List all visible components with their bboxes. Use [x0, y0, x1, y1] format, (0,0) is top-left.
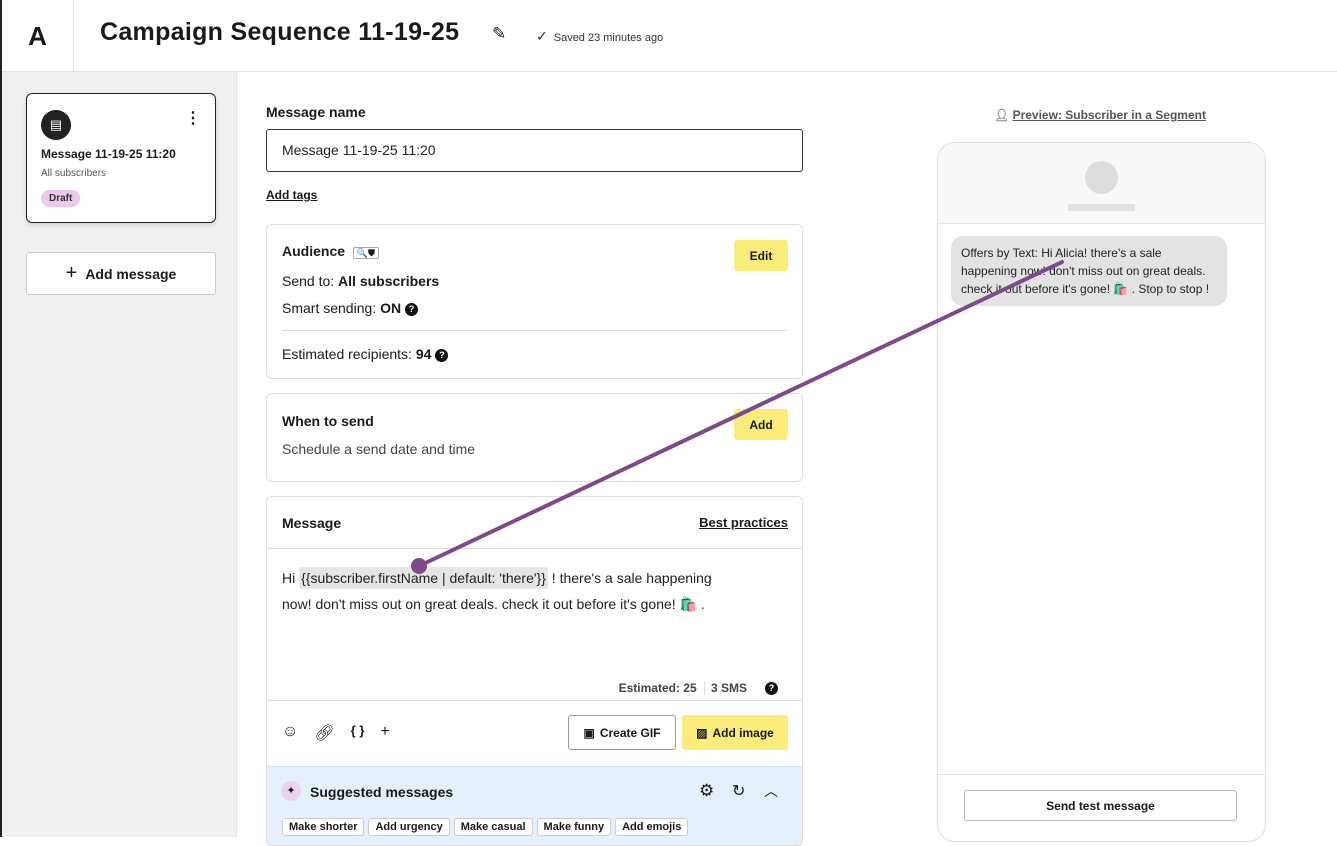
suggested-title: Suggested messages — [310, 784, 454, 800]
chat-icon: ▤ — [41, 110, 71, 140]
card-subtitle: All subscribers — [41, 168, 107, 179]
send-to-label: Send to: — [282, 273, 335, 289]
message-panel: Message Best practices Hi {{subscriber.f… — [266, 496, 803, 846]
preview-link[interactable]: 👤︎ Preview: Subscriber in a Segment — [994, 108, 1206, 122]
contact-avatar-icon — [1085, 161, 1118, 194]
chip-add-urgency[interactable]: Add urgency — [368, 818, 450, 836]
divider — [267, 548, 802, 549]
refresh-icon[interactable]: ↻ — [732, 783, 746, 800]
when-subtitle: Schedule a send date and time — [282, 441, 476, 457]
status-badge: Draft — [41, 190, 81, 207]
sidebar: ▤ ⋮ Message 11-19-25 11:20 All subscribe… — [0, 72, 237, 837]
phone-preview: Offers by Text: Hi Alicia! there's a sal… — [937, 142, 1266, 842]
create-gif-label: Create GIF — [599, 725, 661, 740]
plus-icon: + — [65, 262, 78, 284]
person-icon: 👤︎ — [994, 108, 1010, 122]
suggestion-chips: Make shorter Add urgency Make casual Make f… — [282, 817, 692, 836]
audience-title: Audience — [282, 243, 346, 259]
chip-make-funny[interactable]: Make funny — [536, 818, 612, 836]
smart-sending-value: ON — [380, 300, 402, 316]
plus-icon[interactable]: + — [380, 723, 390, 740]
phone-header — [938, 143, 1265, 224]
send-to: Send to: All subscribers — [282, 273, 439, 289]
top-bar: A Campaign Sequence 11-19-25 ✎ ✓ Saved 23… — [0, 0, 1337, 72]
create-gif-button[interactable]: ▣ Create GIF — [568, 715, 676, 750]
divider — [282, 330, 787, 331]
editor-toolbar: ☺ 🔗︎ { } + — [282, 723, 390, 743]
check-icon: ✓ — [536, 28, 548, 44]
message-title: Message — [282, 515, 342, 531]
audience-panel: Audience 🔍⛊ Edit Send to: All subscriber… — [266, 224, 803, 379]
gear-icon[interactable]: ⚙ — [699, 781, 715, 800]
card-title: Message 11-19-25 11:20 — [41, 147, 176, 161]
when-to-send-panel: When to send Schedule a send date and ti… — [266, 393, 803, 482]
preview-link-label: Preview: Subscriber in a Segment — [1012, 108, 1206, 122]
message-estimate: Estimated: 25 3 SMS? — [618, 681, 778, 696]
estimated-recipients: Estimated recipients: 94 ? — [282, 346, 449, 362]
add-message-label: Add message — [85, 265, 177, 282]
link-icon[interactable]: 🔗︎ — [314, 725, 335, 742]
send-test-button[interactable]: Send test message — [964, 790, 1237, 821]
best-practices-link[interactable]: Best practices — [699, 515, 788, 530]
audience-edit-button[interactable]: Edit — [734, 240, 788, 271]
when-add-button[interactable]: Add — [734, 409, 788, 440]
sms-count: 3 SMS — [710, 681, 747, 695]
message-editor[interactable]: Hi {{subscriber.firstName | default: 'th… — [282, 565, 787, 617]
saved-text: Saved 23 minutes ago — [553, 32, 664, 44]
suggested-messages: ✦ Suggested messages ⚙ ↻ ︿ Make shorter A… — [267, 766, 802, 845]
message-name-label: Message name — [266, 104, 366, 120]
chip-make-casual[interactable]: Make casual — [453, 818, 533, 836]
personalization-variable[interactable]: {{subscriber.firstName | default: 'there… — [299, 567, 548, 589]
divider — [267, 700, 802, 701]
estimated-chars: Estimated: 25 — [618, 681, 705, 695]
est-recipients-label: Estimated recipients: — [282, 346, 412, 362]
add-tags-link[interactable]: Add tags — [266, 188, 318, 202]
contact-name-placeholder — [1068, 204, 1135, 211]
logo-mark: A — [28, 20, 47, 51]
message-prefix: Hi — [282, 570, 296, 586]
smart-sending: Smart sending: ON ? — [282, 300, 418, 316]
chevron-up-icon[interactable]: ︿ — [764, 783, 778, 799]
pencil-icon[interactable]: ✎ — [492, 24, 507, 43]
message-name-input[interactable]: Message 11-19-25 11:20 — [266, 129, 803, 172]
gif-icon: ▣ — [583, 725, 595, 740]
emoji-icon[interactable]: ☺ — [282, 723, 299, 740]
message-card[interactable]: ▤ ⋮ Message 11-19-25 11:20 All subscribe… — [26, 93, 216, 223]
chip-make-shorter[interactable]: Make shorter — [282, 818, 365, 836]
when-title: When to send — [282, 413, 374, 429]
phone-footer: Send test message — [938, 774, 1265, 841]
image-icon: ▨ — [696, 725, 708, 740]
more-options-icon[interactable]: ⋮ — [185, 110, 201, 127]
message-body-1: ! there's a sale happening — [551, 570, 712, 586]
chip-add-emojis[interactable]: Add emojis — [615, 818, 689, 836]
audience-filter-icon: 🔍⛊ — [352, 247, 379, 259]
add-message-button[interactable]: + Add message — [26, 252, 216, 295]
sms-bubble: Offers by Text: Hi Alicia! there's a sal… — [951, 236, 1227, 306]
help-icon[interactable]: ? — [404, 302, 418, 316]
add-image-button[interactable]: ▨ Add image — [682, 715, 788, 750]
send-to-value: All subscribers — [338, 273, 440, 289]
save-status: ✓ Saved 23 minutes ago — [536, 28, 663, 45]
add-image-label: Add image — [712, 725, 774, 740]
smart-sending-label: Smart sending: — [282, 300, 377, 316]
braces-icon[interactable]: { } — [350, 723, 365, 738]
message-body-2: now! don't miss out on great deals. chec… — [282, 596, 705, 612]
logo[interactable]: A — [0, 0, 74, 72]
help-icon[interactable]: ? — [435, 348, 449, 362]
est-recipients-value: 94 — [415, 346, 432, 362]
page-title: Campaign Sequence 11-19-25 — [100, 18, 460, 46]
help-icon[interactable]: ? — [765, 682, 778, 696]
magic-wand-icon: ✦ — [281, 781, 301, 801]
